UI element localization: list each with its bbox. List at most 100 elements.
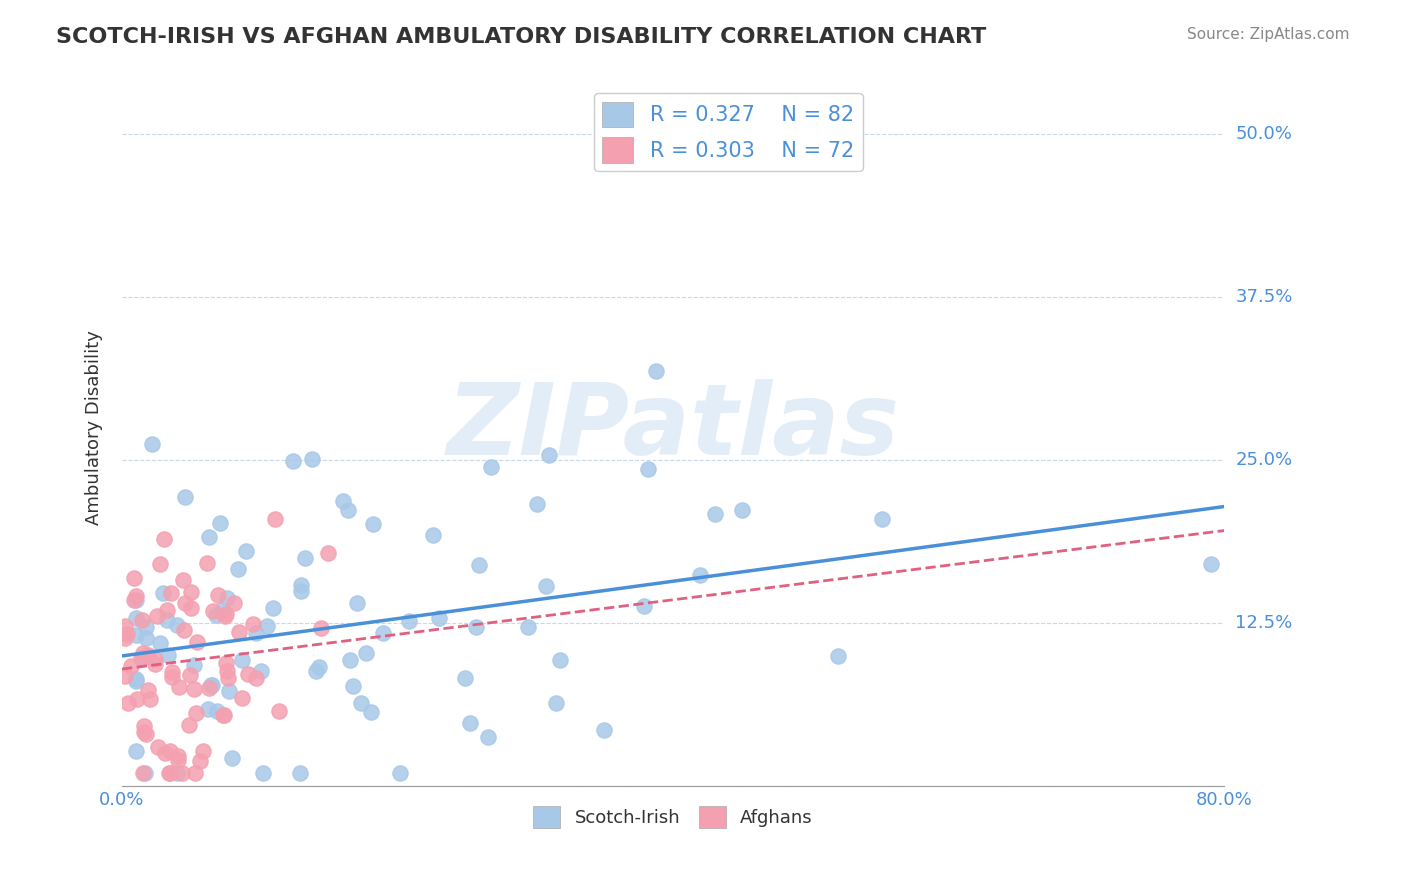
Y-axis label: Ambulatory Disability: Ambulatory Disability [86,330,103,524]
Point [346,596,368,610]
Point [217,664,239,678]
Point [135,620,157,634]
Point [167,749,190,764]
Point [115,627,138,641]
Point [134,766,156,780]
Point [149,558,172,572]
Point [120,658,142,673]
Point [136,683,159,698]
Point [125,672,148,686]
Point [148,740,170,755]
Point [135,632,157,646]
Point [183,765,205,780]
Point [422,527,444,541]
Text: Source: ZipAtlas.com: Source: ZipAtlas.com [1187,27,1350,42]
Point [183,682,205,697]
Point [305,665,328,679]
Point [311,621,333,635]
Point [453,672,475,686]
Point [167,753,190,767]
Point [131,766,153,780]
Point [1199,557,1222,571]
Legend: Scotch-Irish, Afghans: Scotch-Irish, Afghans [526,798,820,835]
Point [349,696,371,710]
Point [174,490,197,504]
Point [264,512,287,526]
Point [288,766,311,780]
Point [215,607,238,621]
Point [536,579,558,593]
Point [371,626,394,640]
Point [156,613,179,627]
Point [242,617,264,632]
Point [256,619,278,633]
Point [214,608,236,623]
Point [117,696,139,710]
Point [308,660,330,674]
Point [360,706,382,720]
Point [122,592,145,607]
Point [186,634,208,648]
Point [516,619,538,633]
Point [159,766,181,780]
Point [235,544,257,558]
Point [183,658,205,673]
Point [205,607,228,622]
Text: 12.5%: 12.5% [1236,615,1292,632]
Point [177,718,200,732]
Point [704,508,727,522]
Point [231,652,253,666]
Point [157,766,180,780]
Point [202,604,225,618]
Point [460,715,482,730]
Point [224,596,246,610]
Text: 50.0%: 50.0% [1236,125,1292,143]
Point [180,585,202,599]
Point [197,702,219,716]
Point [465,620,488,634]
Point [125,744,148,758]
Point [198,681,221,695]
Point [122,571,145,585]
Point [167,680,190,694]
Point [468,558,491,572]
Point [190,754,212,768]
Point [537,448,560,462]
Point [160,586,183,600]
Point [332,494,354,508]
Point [138,648,160,663]
Point [228,625,250,640]
Point [195,556,218,570]
Point [252,766,274,780]
Point [132,725,155,739]
Point [301,451,323,466]
Point [637,461,659,475]
Point [124,589,146,603]
Point [354,646,377,660]
Point [125,611,148,625]
Point [548,653,571,667]
Point [180,601,202,615]
Point [645,364,668,378]
Point [114,618,136,632]
Point [129,650,152,665]
Point [872,512,894,526]
Point [149,636,172,650]
Point [125,593,148,607]
Point [114,632,136,646]
Point [290,584,312,599]
Point [179,667,201,681]
Point [212,708,235,723]
Point [138,691,160,706]
Point [153,532,176,546]
Point [125,692,148,706]
Point [316,546,339,560]
Point [217,671,239,685]
Point [245,671,267,685]
Point [135,727,157,741]
Point [339,652,361,666]
Point [214,656,236,670]
Point [141,437,163,451]
Point [207,704,229,718]
Point [201,678,224,692]
